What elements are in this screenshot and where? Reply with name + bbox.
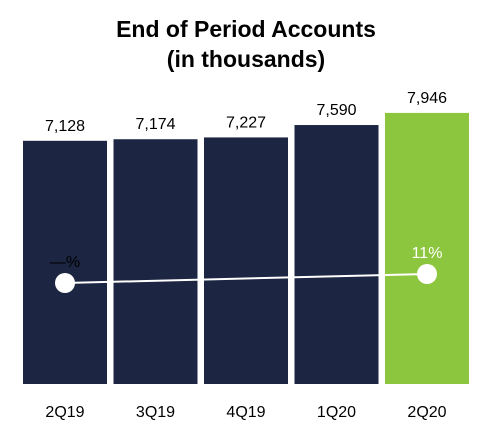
growth-marker-2q20 <box>417 264 437 284</box>
bar-1q20 <box>294 125 379 384</box>
growth-marker-2q19 <box>55 273 75 293</box>
x-tick-label-3q19: 3Q19 <box>136 404 175 421</box>
x-tick-label-4q19: 4Q19 <box>226 404 265 421</box>
bar-4q19 <box>204 137 288 384</box>
chart-title: End of Period Accounts (in thousands) <box>0 14 492 74</box>
data-label-3q19: 7,174 <box>135 116 175 133</box>
growth-label-2q20: 11% <box>412 245 443 262</box>
x-tick-label-1q20: 1Q20 <box>317 404 356 421</box>
data-label-4q19: 7,227 <box>226 114 266 131</box>
growth-label-2q19: —% <box>50 254 80 271</box>
growth-line <box>64 273 428 284</box>
bar-2q20 <box>385 112 469 384</box>
chart-title-line2: (in thousands) <box>166 46 326 72</box>
bar-3q19 <box>113 139 198 384</box>
chart-title-line1: End of Period Accounts <box>116 16 376 42</box>
x-tick-label-2q20: 2Q20 <box>407 404 446 421</box>
bar-2q19 <box>23 140 107 384</box>
data-label-2q20: 7,946 <box>407 90 447 107</box>
x-tick-label-2q19: 2Q19 <box>45 404 84 421</box>
data-label-1q20: 7,590 <box>316 102 356 119</box>
data-label-2q19: 7,128 <box>45 118 85 135</box>
